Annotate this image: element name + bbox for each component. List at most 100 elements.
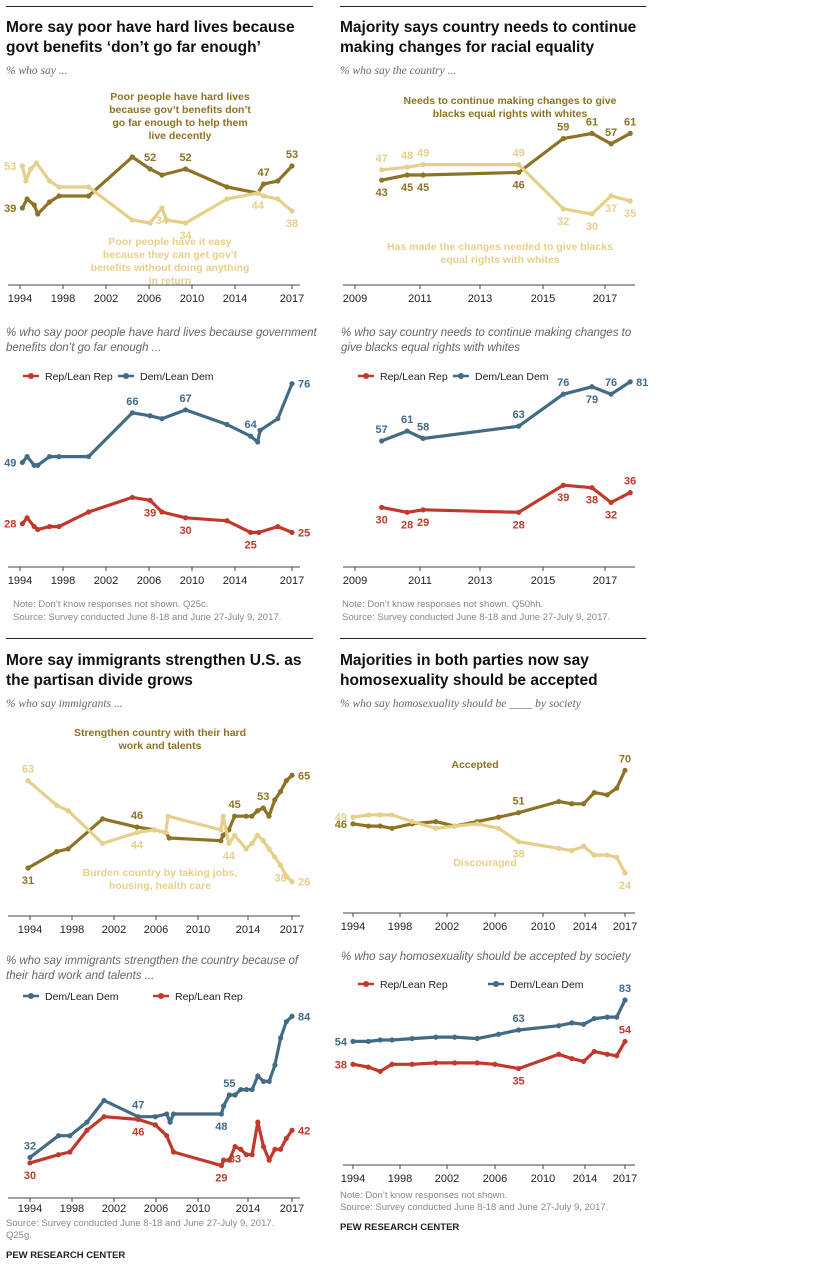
data-point [238,1146,244,1152]
data-point [182,220,189,226]
data-point [569,1020,575,1026]
data-point [627,198,633,204]
data-point [560,206,566,212]
x-tick-label: 1998 [60,1203,84,1215]
data-point [283,873,289,879]
data-point [35,211,41,217]
data-point [249,813,255,819]
brand-left: PEW RESEARCH CENTER [6,1250,126,1261]
legend-label: Rep/Lean Rep [45,371,113,383]
data-label: 63 [512,1013,524,1025]
data-label: 30 [24,1170,36,1182]
data-point [238,1086,244,1093]
data-point [275,196,281,202]
x-tick-label: 2017 [280,575,304,587]
data-point [272,797,278,803]
chart-poor-hard-lives-partisan: % who say poor people have hard lives be… [4,327,317,587]
data-point [243,813,249,819]
data-point [365,812,371,818]
data-point [226,1157,232,1163]
data-point [266,813,272,819]
data-point [152,1122,158,1128]
data-point [452,823,458,829]
data-point [226,840,232,847]
data-point [46,523,53,530]
data-point [495,1031,502,1037]
data-point [254,808,261,814]
data-point [556,1023,562,1029]
data-point [589,211,595,217]
data-label: 28 [401,519,413,531]
data-point [46,199,53,205]
x-tick-label: 2009 [343,575,367,587]
data-label: 46 [131,810,143,822]
data-point [608,141,614,147]
data-label: 46 [335,819,347,831]
data-point [147,413,153,419]
data-point [28,166,34,172]
data-point [255,439,261,445]
data-point [433,1060,439,1066]
data-point [278,1035,284,1041]
data-point [218,827,224,833]
data-label: 54 [335,1036,348,1048]
data-label: 49 [513,148,525,160]
data-point [377,812,383,818]
data-point [248,433,254,439]
data-point [622,997,628,1003]
data-point [218,838,224,844]
data-label: 43 [376,187,388,199]
x-tick-label: 2014 [573,1173,597,1185]
data-point [516,423,522,429]
data-label: 53 [257,791,269,803]
legend-marker [158,993,164,999]
data-point [420,435,426,442]
x-tick-label: 2006 [144,1203,168,1215]
data-point [433,825,439,831]
x-tick-label: 2017 [280,1203,304,1215]
data-label: 30 [376,514,388,526]
data-label: 38 [286,218,298,230]
legend-marker [28,373,34,379]
panel-1-title: More say poor have hard lives because go… [6,19,295,56]
chart-subtitle: % who say homosexuality should be accept… [341,951,632,963]
data-point [581,843,587,849]
x-tick-label: 2002 [435,1173,459,1185]
brand-right: PEW RESEARCH CENTER [340,1222,460,1233]
chart-poor-hard-lives: 1994 1998 2002 2006 2010 2014 2017 39 52 52 47 53 53… [4,91,304,305]
data-point [589,130,595,136]
data-label: 25 [244,539,256,551]
data-label: 63 [513,409,525,421]
data-point [35,462,41,468]
data-point [516,509,522,515]
data-label: 47 [132,1100,144,1112]
data-point [19,459,25,466]
data-point [622,1038,628,1045]
data-point [404,164,410,170]
data-label: 61 [401,414,413,426]
data-point [260,805,266,811]
data-point [56,523,62,530]
panel-3-note: Source: Survey conducted June 8-18 and J… [6,1218,275,1229]
data-point [560,136,566,142]
data-label: 61 [624,116,636,128]
data-point [67,1133,73,1139]
data-point [27,1154,33,1161]
data-label: 51 [512,796,524,808]
data-point [163,829,169,836]
data-point [232,832,238,838]
data-point [31,523,37,530]
x-tick-label: 2006 [144,924,168,936]
data-point [389,825,395,831]
data-point [100,840,106,847]
x-tick-label: 2002 [102,924,126,936]
legend-marker [458,373,464,379]
mid-rule-left [6,638,313,639]
data-point [627,490,633,496]
data-point [85,193,92,199]
data-label: 38 [512,849,524,861]
data-point [152,1114,158,1120]
data-point [604,1014,610,1020]
data-point [604,852,610,858]
x-tick-label: 2017 [613,921,637,933]
